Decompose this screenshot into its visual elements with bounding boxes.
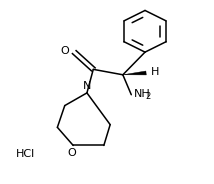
Text: 2: 2 [146,92,151,101]
Text: O: O [60,46,69,56]
Text: H: H [151,67,159,77]
Text: HCl: HCl [16,149,36,159]
Text: O: O [68,148,77,158]
Polygon shape [123,71,146,75]
Text: NH: NH [134,89,151,99]
Text: N: N [83,81,91,91]
